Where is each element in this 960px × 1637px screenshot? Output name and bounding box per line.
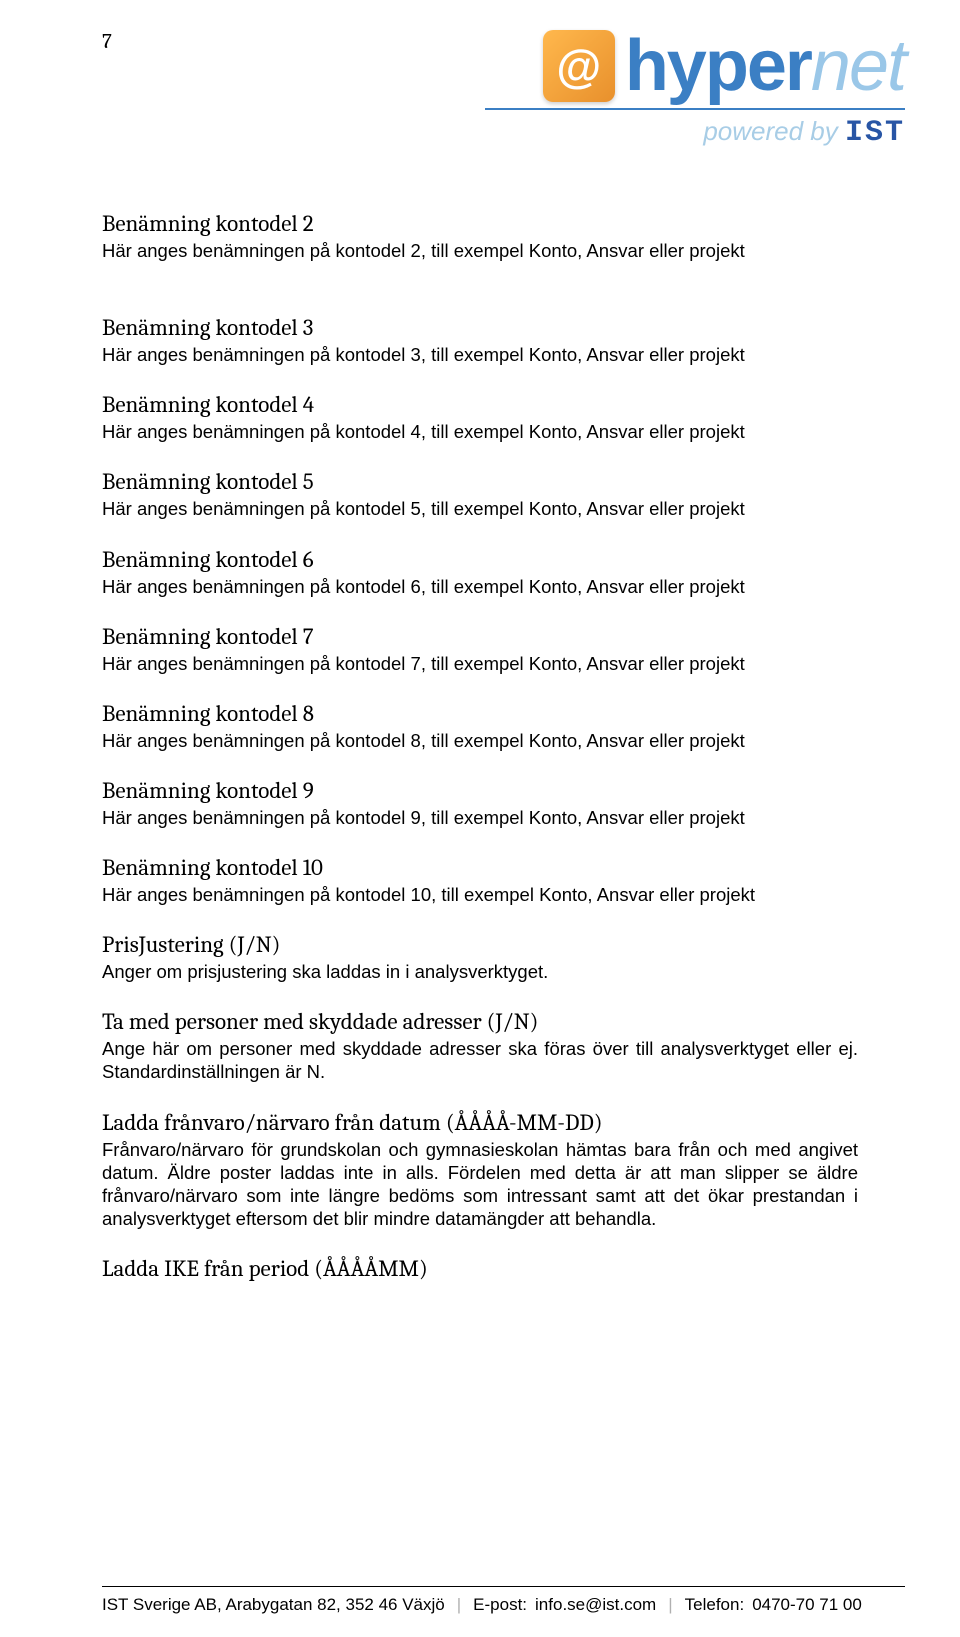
section-heading: Benämning kontodel 6 <box>102 546 858 573</box>
section: Benämning kontodel 6Här anges benämninge… <box>102 546 858 598</box>
logo-divider <box>485 108 905 110</box>
footer-email: info.se@ist.com <box>535 1595 656 1615</box>
section: Ladda IKE från period (ÅÅÅÅMM) <box>102 1255 858 1282</box>
section-heading: Ta med personer med skyddade adresser (J… <box>102 1008 858 1035</box>
section: Benämning kontodel 3Här anges benämninge… <box>102 314 858 366</box>
section-body: Här anges benämningen på kontodel 4, til… <box>102 420 858 443</box>
logo-powered-by: powered by <box>703 116 837 146</box>
page-number: 7 <box>102 30 112 54</box>
footer-phone: 0470-70 71 00 <box>752 1595 862 1615</box>
section-body: Frånvaro/närvaro för grundskolan och gym… <box>102 1138 858 1231</box>
section-body: Här anges benämningen på kontodel 2, til… <box>102 239 858 262</box>
logo-wordmark: hypernet <box>625 30 905 102</box>
section-body: Här anges benämningen på kontodel 10, ti… <box>102 883 858 906</box>
logo-net: net <box>811 26 905 106</box>
section-body: Här anges benämningen på kontodel 3, til… <box>102 343 858 366</box>
section-body: Här anges benämningen på kontodel 7, til… <box>102 652 858 675</box>
section: Ladda frånvaro/närvaro från datum (ÅÅÅÅ-… <box>102 1109 858 1231</box>
footer-phone-label: Telefon: <box>685 1595 745 1615</box>
section: Benämning kontodel 2Här anges benämninge… <box>102 210 858 262</box>
section-body: Här anges benämningen på kontodel 8, til… <box>102 729 858 752</box>
section: Benämning kontodel 7Här anges benämninge… <box>102 623 858 675</box>
section-heading: Benämning kontodel 3 <box>102 314 858 341</box>
section-heading: Ladda IKE från period (ÅÅÅÅMM) <box>102 1255 858 1282</box>
logo-bottom-row: powered by IST <box>455 116 905 150</box>
section-heading: Benämning kontodel 7 <box>102 623 858 650</box>
section-body: Anger om prisjustering ska laddas in i a… <box>102 960 858 983</box>
footer-company: IST Sverige AB, Arabygatan 82, 352 46 Vä… <box>102 1595 445 1615</box>
brand-logo: hypernet powered by IST <box>455 30 905 150</box>
document-content: Benämning kontodel 2Här anges benämninge… <box>102 210 858 1307</box>
section: Ta med personer med skyddade adresser (J… <box>102 1008 858 1083</box>
section-body: Här anges benämningen på kontodel 6, til… <box>102 575 858 598</box>
section-heading: Ladda frånvaro/närvaro från datum (ÅÅÅÅ-… <box>102 1109 858 1136</box>
logo-ist: IST <box>845 116 905 150</box>
section: Benämning kontodel 4Här anges benämninge… <box>102 391 858 443</box>
section-heading: PrisJustering (J/N) <box>102 931 858 958</box>
section: Benämning kontodel 10Här anges benämning… <box>102 854 858 906</box>
footer: IST Sverige AB, Arabygatan 82, 352 46 Vä… <box>102 1595 905 1615</box>
section-body: Här anges benämningen på kontodel 5, til… <box>102 497 858 520</box>
footer-email-label: E-post: <box>473 1595 527 1615</box>
section-heading: Benämning kontodel 5 <box>102 468 858 495</box>
section: Benämning kontodel 5Här anges benämninge… <box>102 468 858 520</box>
section-heading: Benämning kontodel 8 <box>102 700 858 727</box>
section-heading: Benämning kontodel 2 <box>102 210 858 237</box>
logo-top-row: hypernet <box>455 30 905 102</box>
section-heading: Benämning kontodel 4 <box>102 391 858 418</box>
section: Benämning kontodel 9Här anges benämninge… <box>102 777 858 829</box>
section-heading: Benämning kontodel 10 <box>102 854 858 881</box>
at-icon <box>543 30 615 102</box>
section: Benämning kontodel 8Här anges benämninge… <box>102 700 858 752</box>
footer-separator: | <box>457 1595 461 1615</box>
section-body: Här anges benämningen på kontodel 9, til… <box>102 806 858 829</box>
section-body: Ange här om personer med skyddade adress… <box>102 1037 858 1083</box>
footer-separator: | <box>668 1595 672 1615</box>
footer-divider <box>102 1586 905 1587</box>
section-heading: Benämning kontodel 9 <box>102 777 858 804</box>
section: PrisJustering (J/N)Anger om prisjusterin… <box>102 931 858 983</box>
logo-hyper: hyper <box>625 26 811 106</box>
